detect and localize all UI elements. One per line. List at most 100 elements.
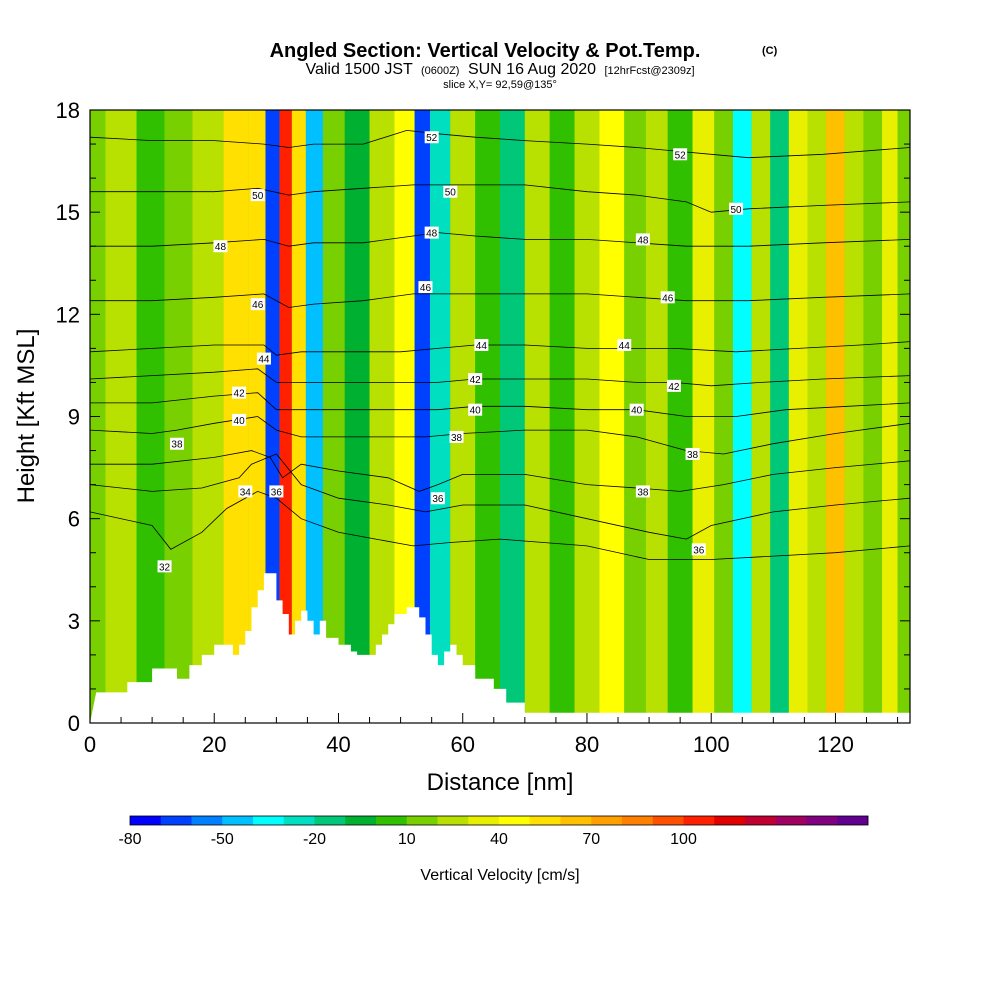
colorbar-tick-labels: -80 -50 -20 10 40 70 100 [118,831,697,848]
y-tick-label: 15 [56,200,80,225]
colorbar-swatch [591,816,623,825]
y-tick-label: 18 [56,98,80,123]
slice-info: slice X,Y= 92,59@135° [443,79,557,91]
contour-label-text: 32 [159,562,171,573]
velocity-column [279,110,292,723]
x-tick-label: 80 [575,732,599,757]
velocity-column [500,110,525,723]
contour-label-text: 50 [730,205,742,216]
contour-label: 52 [424,131,439,144]
contour-label-text: 40 [234,416,246,427]
colorbar-swatch [253,816,285,825]
contour-label: 32 [157,560,172,573]
contour-label-box [424,131,439,144]
contour-label-box [691,543,706,556]
colorbar-tick-label: 10 [398,831,416,848]
contour-label-box [424,226,439,239]
velocity-column [430,110,451,723]
contour-label: 42 [666,379,681,393]
contour-label: 44 [474,338,489,352]
isentrope-line [90,293,910,308]
contour-label: 46 [250,298,265,311]
contour-label-text: 46 [662,293,674,304]
isentrope-line [90,450,910,492]
colorbar-label: Vertical Velocity [cm/s] [420,867,579,884]
contour-label-text: 48 [637,235,649,246]
colorbar-tick-label: 40 [490,831,508,848]
colorbar-swatch [130,816,162,825]
contour-label-box [629,403,644,416]
contour-label: 50 [250,189,265,202]
contour-label: 40 [468,403,483,417]
contour-label-text: 36 [271,487,283,498]
velocity-column [524,110,550,723]
colorbar-swatch [160,816,192,825]
velocity-field [90,110,910,723]
contour-label-box [269,485,284,498]
contour-label-text: 36 [693,545,705,556]
contour-label-text: 44 [619,341,631,352]
terrain [90,573,910,723]
velocity-column [732,110,752,723]
contour-label-box [635,485,650,498]
velocity-column [265,110,280,723]
colorbar-swatch [775,816,807,825]
contour-label-box [468,403,483,416]
contour-label: 34 [238,485,253,498]
colorbar-swatch [714,816,746,825]
colorbar-swatch [837,816,869,825]
valid-date: SUN 16 Aug 2020 [468,61,596,78]
contour-label: 36 [691,543,706,556]
colorbar-swatch [345,816,377,825]
contour-label-text: 44 [258,355,270,366]
forecast-tag: [12hrFcst@2309z] [604,65,694,77]
x-tick-label: 60 [450,732,474,757]
contour-labels: 32 34 36 36 36 38 38 38 38 40 40 40 42 42 42 44 44 44 46 46… [157,131,744,573]
velocity-column [624,110,646,723]
colorbar-tick-label: -20 [303,831,326,848]
colorbar-swatch [314,816,346,825]
contour-label: 50 [443,185,458,199]
contour-label-box [238,485,253,498]
contour-label-box [430,492,445,505]
terrain-profile [90,573,910,723]
velocity-column [369,110,395,723]
x-tick-label: 100 [693,732,730,757]
contour-label: 36 [430,492,445,505]
contour-label-box [635,233,650,246]
velocity-column [882,110,898,723]
velocity-column [844,110,864,723]
contour-label: 42 [232,386,247,400]
chart-title-units: (C) [762,45,778,57]
potential-temperature-contours [90,129,910,560]
isentrope-line [90,453,910,540]
velocity-column [164,110,193,723]
velocity-column [549,110,575,723]
isentrope-line [90,392,910,417]
contour-label-text: 34 [240,487,252,498]
velocity-column [863,110,883,723]
contour-label-text: 40 [631,406,643,417]
contour-label: 36 [269,485,284,498]
colorbar-swatch [406,816,438,825]
y-axis-label: Height [Kft MSL] [13,329,40,504]
y-tick-label: 3 [68,609,80,634]
contour-label-text: 46 [420,283,432,294]
x-axis-label: Distance [nm] [427,769,574,796]
velocity-column [475,110,500,723]
colorbar-swatch [283,816,315,825]
contour-label-box [666,379,681,392]
contour-label: 46 [660,291,675,304]
x-tick-label: 0 [84,732,96,757]
contour-label: 44 [617,338,632,352]
contour-label-text: 42 [668,382,680,393]
contour-label-box [617,338,632,351]
contour-label-box [449,430,464,443]
velocity-column [807,110,827,723]
contour-label-text: 40 [470,406,482,417]
contour-label: 38 [635,485,650,498]
isentrope-line [90,184,910,213]
contour-label-box [474,338,489,351]
y-tick-label: 9 [68,405,80,430]
